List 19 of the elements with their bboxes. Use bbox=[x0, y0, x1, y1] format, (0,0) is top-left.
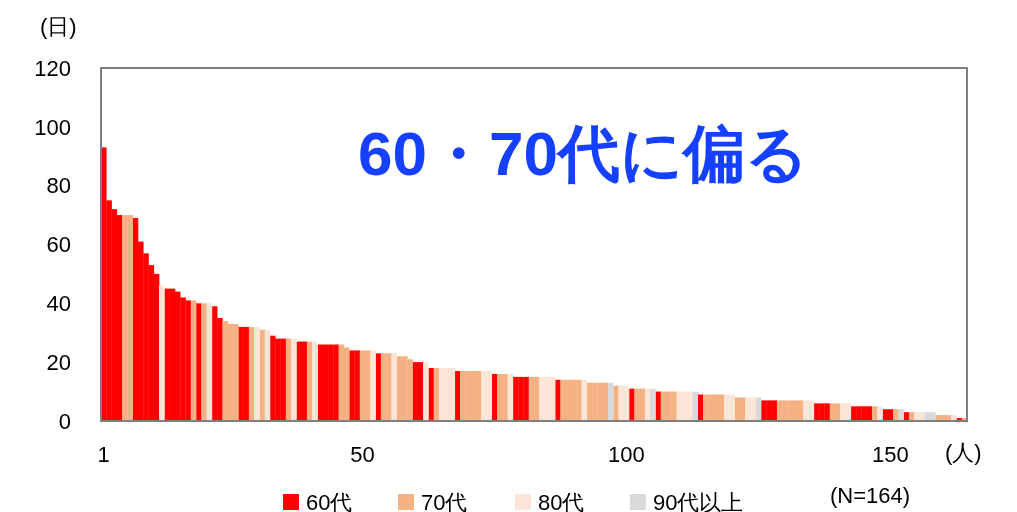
y-tick-label: 40 bbox=[46, 291, 71, 317]
text: (N=164) bbox=[829, 483, 911, 508]
y-tick-label: 60 bbox=[46, 232, 71, 258]
y-tick-label: 0 bbox=[58, 408, 71, 434]
y-tick-label: 100 bbox=[34, 114, 71, 140]
y-tick-label: 120 bbox=[34, 55, 71, 81]
x-axis-title: (人) bbox=[945, 440, 982, 465]
x-tick-label: 1 bbox=[97, 442, 110, 467]
y-tick-label: 80 bbox=[46, 173, 71, 199]
annotation: 60・70代に偏る bbox=[358, 119, 808, 188]
y-tick-label: 20 bbox=[46, 349, 71, 375]
x-tick-label: 100 bbox=[608, 442, 645, 467]
legend-label: 70代 bbox=[421, 489, 468, 512]
x-tick-label: 150 bbox=[872, 442, 909, 467]
legend-label: 90代以上 bbox=[653, 489, 744, 512]
legend-label: 60代 bbox=[306, 489, 353, 512]
legend-label: 80代 bbox=[538, 489, 585, 512]
y-axis-title: (日) bbox=[40, 14, 77, 39]
x-tick-label: 50 bbox=[350, 442, 375, 467]
